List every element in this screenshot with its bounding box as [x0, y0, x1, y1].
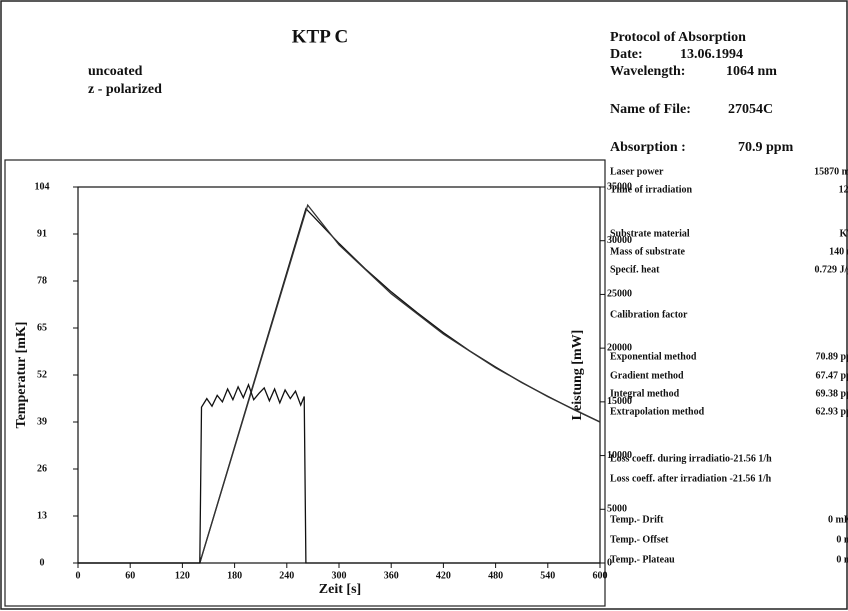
- protocol-label: Substrate material: [610, 228, 690, 239]
- y-axis-label: Temperatur [mK]: [14, 322, 29, 429]
- y-tick-label: 26: [37, 463, 47, 474]
- protocol-value: 0 mK: [836, 534, 848, 545]
- y-tick-label: 78: [37, 275, 47, 286]
- protocol-label: Mass of substrate: [610, 246, 686, 257]
- chart-title: KTP C: [292, 26, 348, 47]
- y-tick-label: 0: [40, 557, 45, 568]
- file-label: Name of File:: [610, 102, 691, 117]
- protocol-title: Protocol of Absorption: [610, 30, 746, 45]
- x-tick-label: 60: [125, 570, 135, 581]
- y2-axis-label: Leistung [mW]: [570, 330, 585, 421]
- protocol-label: Loss coeff. after irradiation -21.56 1/h: [610, 473, 772, 484]
- y-tick-label: 91: [37, 228, 47, 239]
- wavelength-label: Wavelength:: [610, 64, 685, 79]
- y2-tick-label: 0: [607, 557, 612, 568]
- protocol-label: Laser power: [610, 166, 664, 177]
- y2-tick-label: 35000: [607, 181, 632, 192]
- y-tick-label: 39: [37, 416, 47, 427]
- annotation: uncoated: [88, 64, 143, 79]
- y2-tick-label: 15000: [607, 396, 632, 407]
- protocol-label: Gradient method: [610, 370, 684, 381]
- x-tick-label: 360: [384, 570, 399, 581]
- x-tick-label: 120: [175, 570, 190, 581]
- absorption: 70.9 ppm: [738, 140, 794, 155]
- protocol-value: 140 mg: [829, 246, 848, 257]
- protocol-label: Extrapolation method: [610, 406, 705, 417]
- protocol-value: 70.89 ppm: [816, 351, 848, 362]
- data-line: [199, 203, 601, 564]
- protocol-label: Calibration factor: [610, 309, 688, 320]
- annotation: z - polarized: [88, 82, 162, 97]
- protocol-label: Temp.- Plateau: [610, 554, 675, 565]
- date-label: Date:: [610, 47, 643, 62]
- x-tick-label: 180: [227, 570, 242, 581]
- x-tick-label: 480: [488, 570, 503, 581]
- data-line: [78, 207, 601, 564]
- data-line: [78, 382, 600, 564]
- x-tick-label: 420: [436, 570, 451, 581]
- x-axis-label: Zeit [s]: [319, 582, 361, 597]
- y-tick-label: 13: [37, 510, 47, 521]
- x-tick-label: 240: [279, 570, 294, 581]
- protocol-label: Exponential method: [610, 351, 697, 362]
- protocol-label: Integral method: [610, 388, 680, 399]
- y-tick-label: 65: [37, 322, 47, 333]
- protocol-value: 120 s: [839, 184, 848, 195]
- file: 27054C: [728, 102, 773, 117]
- protocol-label: Time of irradiation: [610, 184, 692, 195]
- protocol-value: 0.729 J/gK: [814, 264, 848, 275]
- protocol-label: Specif. heat: [610, 264, 660, 275]
- y2-tick-label: 20000: [607, 342, 632, 353]
- y2-tick-label: 5000: [607, 504, 627, 515]
- y-tick-label: 52: [37, 369, 47, 380]
- protocol-label: Loss coeff. during irradiatio-21.56 1/h: [610, 453, 772, 464]
- x-tick-label: 600: [593, 570, 608, 581]
- y2-tick-label: 30000: [607, 235, 632, 246]
- x-tick-label: 540: [540, 570, 555, 581]
- x-tick-label: 300: [332, 570, 347, 581]
- protocol-value: 15870 mW: [814, 166, 848, 177]
- y2-tick-label: 25000: [607, 289, 632, 300]
- y2-tick-label: 10000: [607, 450, 632, 461]
- date: 13.06.1994: [680, 47, 743, 62]
- protocol-value: 67.47 ppm: [816, 370, 848, 381]
- protocol-value: 62.93 ppm: [816, 406, 848, 417]
- absorption-label: Absorption :: [610, 140, 686, 155]
- protocol-value: 69.38 ppm: [816, 388, 848, 399]
- y-tick-label: 104: [35, 181, 50, 192]
- wavelength: 1064 nm: [726, 64, 777, 79]
- x-tick-label: 0: [76, 570, 81, 581]
- chart-frame: [4, 159, 606, 607]
- protocol-value: 0 mK: [836, 554, 848, 565]
- protocol-value: KTP: [839, 228, 848, 239]
- protocol-label: Temp.- Drift: [610, 514, 664, 525]
- protocol-value: 0 mK/h: [828, 514, 848, 525]
- protocol-label: Temp.- Offset: [610, 534, 669, 545]
